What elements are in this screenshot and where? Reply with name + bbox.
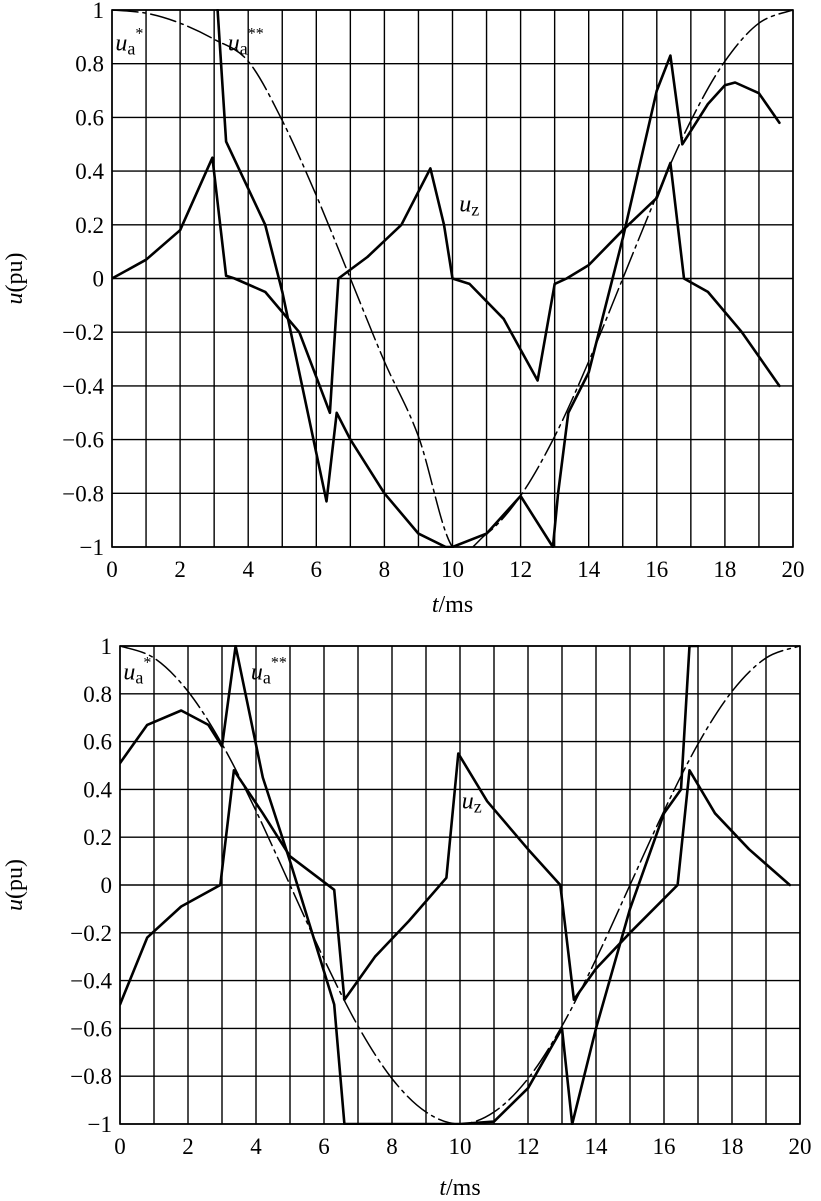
- x-tick-label: 20: [789, 1134, 812, 1159]
- x-tick-label: 16: [653, 1134, 676, 1159]
- y-tick-label: −1: [88, 1112, 112, 1137]
- x-axis-label: t/ms: [439, 1175, 480, 1201]
- series-2: [120, 752, 792, 1006]
- y-tick-label: −0.4: [70, 969, 112, 994]
- series-line: [120, 752, 792, 1006]
- series-label: uz: [462, 789, 482, 817]
- y-tick-label: 0.6: [75, 105, 104, 130]
- y-axis-label: u(pu): [2, 859, 28, 911]
- grid: [111, 9, 794, 548]
- y-tick-label: −0.6: [70, 1016, 112, 1041]
- series-line: [120, 645, 700, 1125]
- series-1: [120, 645, 700, 1125]
- series-label: ua**: [228, 25, 264, 58]
- x-tick-label: 16: [645, 557, 668, 582]
- x-tick-label: 14: [585, 1134, 609, 1159]
- series-2: [112, 156, 781, 415]
- x-tick-label: 12: [509, 557, 532, 582]
- x-axis-label: t/ms: [432, 592, 473, 618]
- y-tick-label: −0.4: [62, 374, 104, 399]
- x-tick-label: 0: [114, 1134, 126, 1159]
- series-1: [216, 9, 781, 548]
- grid: [119, 645, 801, 1125]
- y-tick-label: 0.6: [83, 730, 112, 755]
- x-tick-label: 4: [250, 1134, 262, 1159]
- y-tick-label: 0.2: [83, 825, 112, 850]
- y-tick-label: −0.8: [70, 1064, 112, 1089]
- series-label: ua*: [123, 654, 151, 687]
- x-tick-label: 6: [318, 1134, 330, 1159]
- x-tick-label: 18: [713, 557, 736, 582]
- x-tick-label: 8: [379, 557, 391, 582]
- x-tick-label: 20: [782, 557, 805, 582]
- y-tick-label: −0.2: [70, 921, 112, 946]
- y-tick-label: 0.4: [75, 159, 104, 184]
- y-tick-label: 0: [101, 873, 113, 898]
- y-tick-label: −0.2: [62, 320, 104, 345]
- x-tick-label: 12: [517, 1134, 540, 1159]
- x-tick-label: 0: [106, 557, 118, 582]
- y-tick-label: 0.8: [75, 52, 104, 77]
- y-tick-label: 1: [93, 0, 105, 23]
- y-tick-label: 1: [101, 634, 113, 659]
- series-line: [112, 156, 781, 415]
- x-tick-label: 14: [577, 557, 601, 582]
- chart-panel-bottom: 0 2 4 6 8 10 12 14 16 18 20 1 0.8 0.6 0.4 0.2 0 −0.2 −0.4 −…: [2, 634, 812, 1201]
- chart-panel-top: 0 2 4 6 8 10 12 14 16 18 20 1 0.8 0.6 0.4 0.2 0 −0.2 −0.4 −…: [2, 0, 805, 618]
- y-tick-label: 0: [93, 267, 105, 292]
- x-tick-label: 2: [182, 1134, 194, 1159]
- y-tick-label: 0.4: [83, 777, 112, 802]
- series-line: [216, 9, 781, 548]
- series-label: uz: [459, 191, 479, 219]
- x-tick-label: 10: [449, 1134, 472, 1159]
- y-axis-label: u(pu): [2, 253, 28, 305]
- series-label: ua*: [115, 25, 143, 58]
- x-tick-label: 8: [386, 1134, 398, 1159]
- x-tick-label: 2: [174, 557, 186, 582]
- x-tick-label: 4: [242, 557, 254, 582]
- y-tick-label: 0.2: [75, 213, 104, 238]
- x-tick-label: 18: [721, 1134, 744, 1159]
- y-tick-label: −0.6: [62, 428, 104, 453]
- y-tick-label: −0.8: [62, 481, 104, 506]
- x-tick-label: 6: [311, 557, 323, 582]
- series-label: ua**: [251, 654, 287, 687]
- y-tick-label: 0.8: [83, 682, 112, 707]
- y-tick-label: −1: [80, 535, 104, 560]
- x-tick-label: 10: [441, 557, 464, 582]
